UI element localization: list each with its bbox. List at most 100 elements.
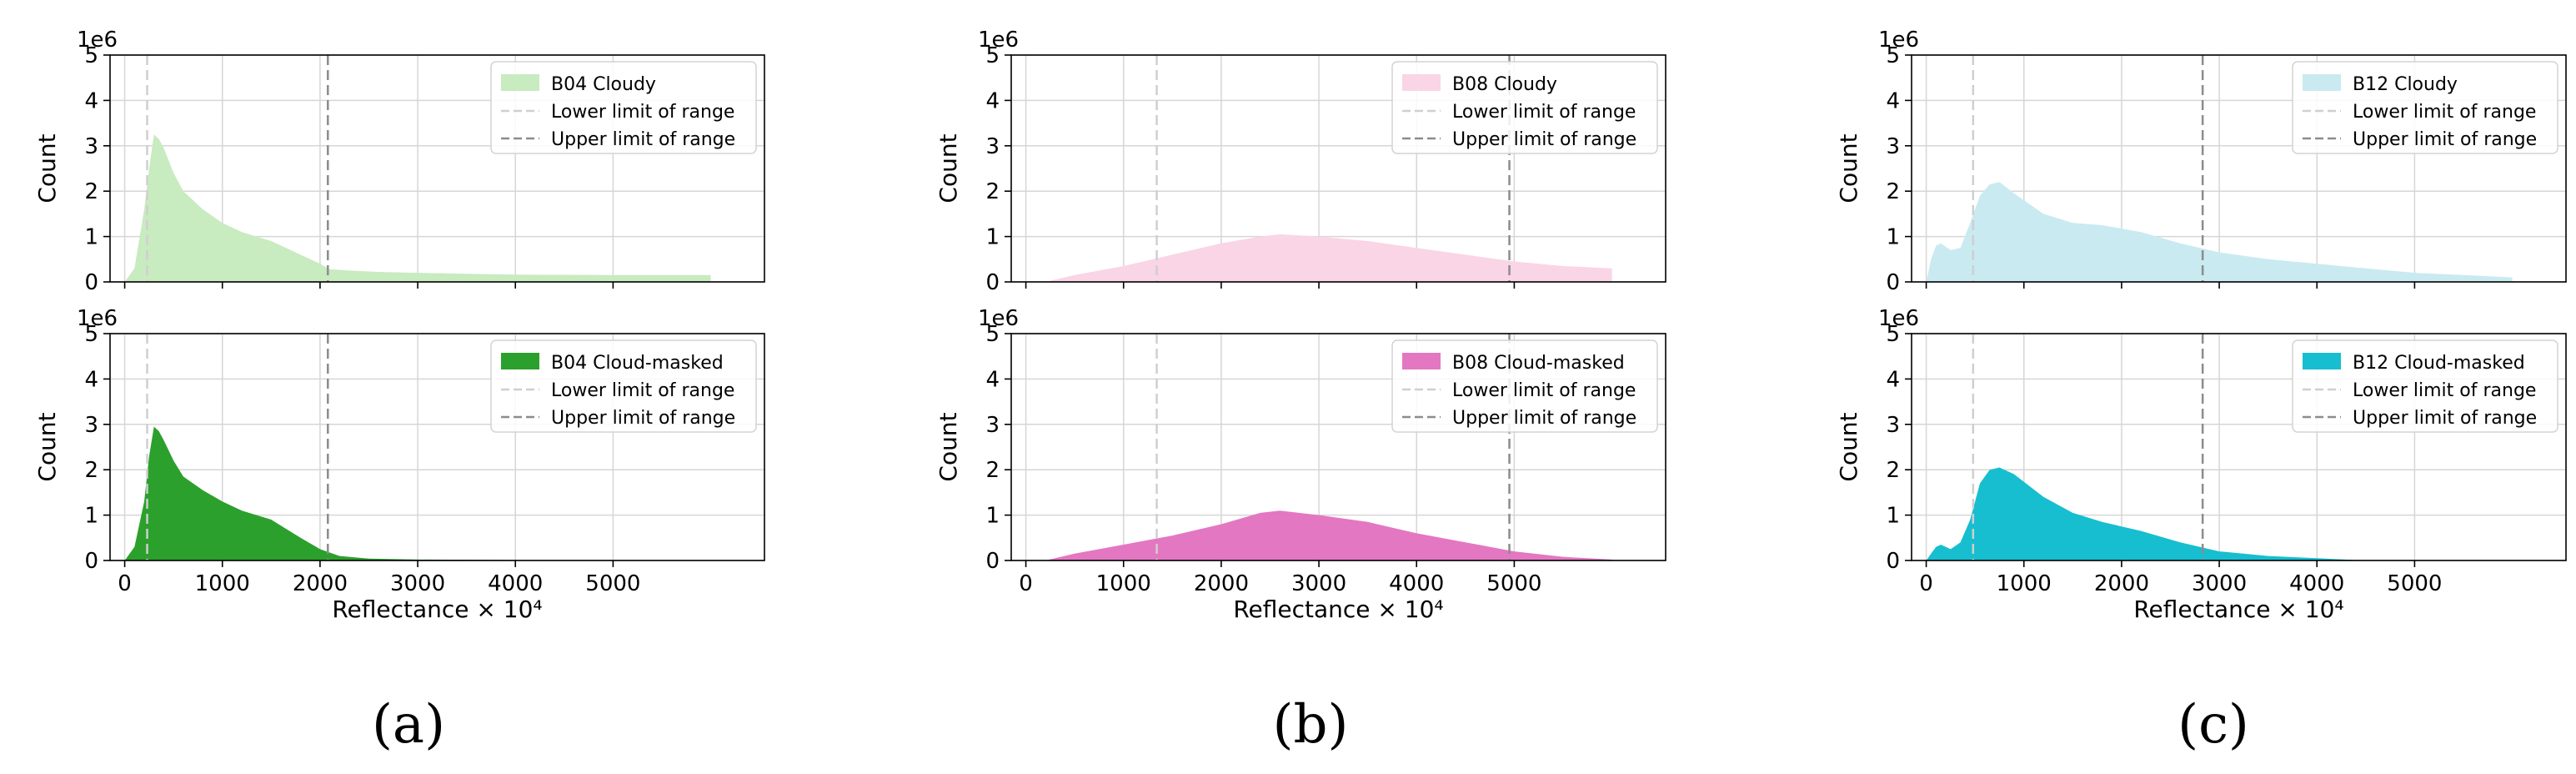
panel-a-bottom-xtick-label: 1000	[195, 571, 250, 596]
panel-a-bottom-ytick-label: 1	[84, 504, 98, 529]
panel-a-top-legend-box	[490, 61, 757, 154]
panel-a-top-ylabel: Count	[33, 133, 61, 203]
panel-b-bottom-ytick-label: 0	[985, 549, 1000, 574]
panel-b-bottom-xlabel: Reflectance × 10⁴	[1233, 596, 1443, 623]
panel-b-bottom-axes-frame	[1010, 333, 1666, 561]
panel-c-bottom-xtick-label: 5000	[2387, 571, 2442, 596]
panel-c-bottom-xtick-label: 3000	[2192, 571, 2247, 596]
panel-c-top-legend-entry: B12 Cloudy	[2353, 74, 2458, 95]
panel-c-bottom-ytick-label: 1	[1886, 504, 1900, 529]
panel-b-top-ytick-label: 4	[985, 88, 1000, 113]
panel-b-bottom-legend-entry: Upper limit of range	[1452, 408, 1636, 429]
panel-a-top-ytick-label: 5	[84, 43, 98, 68]
panel-b-bottom-ytick-label: 5	[985, 322, 1000, 347]
panel-a-bottom-xlabel: Reflectance × 10⁴	[332, 596, 542, 623]
panel-a-bottom-ytick-label: 2	[84, 458, 98, 483]
panel-c-bottom-legend-box	[2292, 339, 2558, 433]
panel-b-bottom-ytick-label: 4	[985, 367, 1000, 392]
subfigure-labels: (a) (b) (c)	[372, 694, 2249, 756]
panel-c-bottom-xtick-label: 1000	[1997, 571, 2052, 596]
panel-c-bottom-ytick-label: 5	[1886, 322, 1900, 347]
panel-a-bottom: 0 1 2 3 4 5 0 1000 2000 3000 4000 5000 1e6 Count Refle…	[33, 306, 765, 623]
panel-c-top-legend-box	[2292, 61, 2558, 154]
panel-c-bottom-ytick-label: 2	[1886, 458, 1900, 483]
panel-a-top-legend-swatch	[501, 74, 539, 91]
panel-c-bottom-histogram-area	[1926, 467, 2366, 560]
panel-b-bottom-xtick-label: 1000	[1096, 571, 1151, 596]
panel-c-top-ytick-label: 5	[1886, 43, 1900, 68]
panel-a-top-ytick-label: 1	[84, 225, 98, 250]
panel-c-top-legend-swatch	[2303, 74, 2341, 91]
panel-c-bottom-ylabel: Count	[1835, 412, 1862, 481]
panel-a-top-legend-entry: B04 Cloudy	[551, 74, 656, 95]
panel-b-top-ytick-label: 1	[985, 225, 1000, 250]
panel-a-bottom-ytick-label: 3	[84, 413, 98, 438]
subfigure-label-c: (c)	[2178, 694, 2249, 756]
panel-b-bottom-xtick-label: 0	[1019, 571, 1033, 596]
panel-c-top-ytick-label: 0	[1886, 270, 1900, 295]
panel-a-top-ytick-label: 3	[84, 134, 98, 159]
panel-a-top-legend-entry: Lower limit of range	[551, 102, 734, 123]
panel-c-top-ytick-label: 1	[1886, 225, 1900, 250]
panel-c-top-legend: B12 Cloudy Lower limit of range Upper limi…	[2292, 61, 2558, 154]
panel-b-top-legend-entry: Upper limit of range	[1452, 129, 1636, 150]
panel-a-top-ytick-label: 0	[84, 270, 98, 295]
panel-b-top-histogram-area	[1045, 234, 1612, 282]
panel-b-top-scale-label: 1e6	[978, 28, 1019, 53]
panel-b-bottom: 0 1 2 3 4 5 0 1000 2000 3000 4000 5000 1e6 Count Refle…	[935, 306, 1666, 623]
panel-b-top-legend-box	[1391, 61, 1658, 154]
panel-a-top-ytick-label: 2	[84, 179, 98, 204]
panel-c-bottom-ytick-label: 0	[1886, 549, 1900, 574]
panel-c-bottom: 0 1 2 3 4 5 0 1000 2000 3000 4000 5000 1e6 Count Refle…	[1835, 306, 2567, 623]
panel-a-bottom-scale-label: 1e6	[77, 306, 118, 331]
panel-b-top-legend-entry: B08 Cloudy	[1452, 74, 1557, 95]
panel-a-bottom-legend-box	[490, 339, 757, 433]
panel-b-bottom-legend-entry: Lower limit of range	[1452, 380, 1636, 401]
panel-c-top-legend-entry: Upper limit of range	[2353, 129, 2537, 150]
panel-b-bottom-scale-label: 1e6	[978, 306, 1019, 331]
panel-c-bottom-legend-entry: Lower limit of range	[2353, 380, 2536, 401]
panel-a-bottom-legend-entry: B04 Cloud-masked	[551, 353, 724, 374]
panel-a-top-histogram-area	[124, 134, 711, 282]
panel-b-top-ylabel: Count	[935, 133, 962, 203]
panel-c-top-ylabel: Count	[1835, 133, 1862, 203]
panel-b-bottom-ytick-label: 2	[985, 458, 1000, 483]
panel-c-bottom-legend: B12 Cloud-masked Lower limit of range Uppe…	[2292, 339, 2558, 433]
panel-b-bottom-legend-entry: B08 Cloud-masked	[1452, 353, 1625, 374]
panel-b-top-ytick-label: 5	[985, 43, 1000, 68]
subfigure-label-b: (b)	[1273, 694, 1349, 756]
panel-c-bottom-axes-frame	[1911, 333, 2567, 561]
panel-a-bottom-ytick-label: 5	[84, 322, 98, 347]
panel-a-top-axes-frame	[109, 54, 765, 283]
panel-a-bottom-ylabel: Count	[33, 412, 61, 481]
panel-c-bottom-xtick-label: 2000	[2094, 571, 2149, 596]
panel-b-top-legend: B08 Cloudy Lower limit of range Upper limi…	[1391, 61, 1658, 154]
panel-c-top-ytick-label: 2	[1886, 179, 1900, 204]
panel-a-bottom-histogram-area	[124, 426, 711, 560]
panel-b-bottom-xtick-label: 2000	[1194, 571, 1249, 596]
panel-b-top-ytick-label: 0	[985, 270, 1000, 295]
panel-c-top-histogram-area	[1926, 182, 2513, 282]
panel-a-bottom-legend-swatch	[501, 353, 539, 369]
panel-c-bottom-scale-label: 1e6	[1878, 306, 1919, 331]
panel-b-bottom-ytick-label: 1	[985, 504, 1000, 529]
panel-a-bottom-ytick-label: 4	[84, 367, 98, 392]
panel-c-top-axes-frame	[1911, 54, 2567, 283]
panel-a-bottom-xtick-label: 0	[118, 571, 132, 596]
panel-a-bottom-legend: B04 Cloud-masked Lower limit of range Uppe…	[490, 339, 757, 433]
panel-b-top-legend-swatch	[1402, 74, 1441, 91]
panel-c-top-ytick-label: 3	[1886, 134, 1900, 159]
panel-b-top-ytick-label: 3	[985, 134, 1000, 159]
panel-c-bottom-xlabel: Reflectance × 10⁴	[2133, 596, 2343, 623]
panel-b-bottom-legend-swatch	[1402, 353, 1441, 369]
panel-b-bottom-xtick-label: 4000	[1389, 571, 1444, 596]
panel-a-bottom-xtick-label: 2000	[293, 571, 348, 596]
panel-c-top-ytick-label: 4	[1886, 88, 1900, 113]
panel-a-top-legend-entry: Upper limit of range	[551, 129, 735, 150]
panel-c-bottom-xtick-label: 4000	[2289, 571, 2344, 596]
